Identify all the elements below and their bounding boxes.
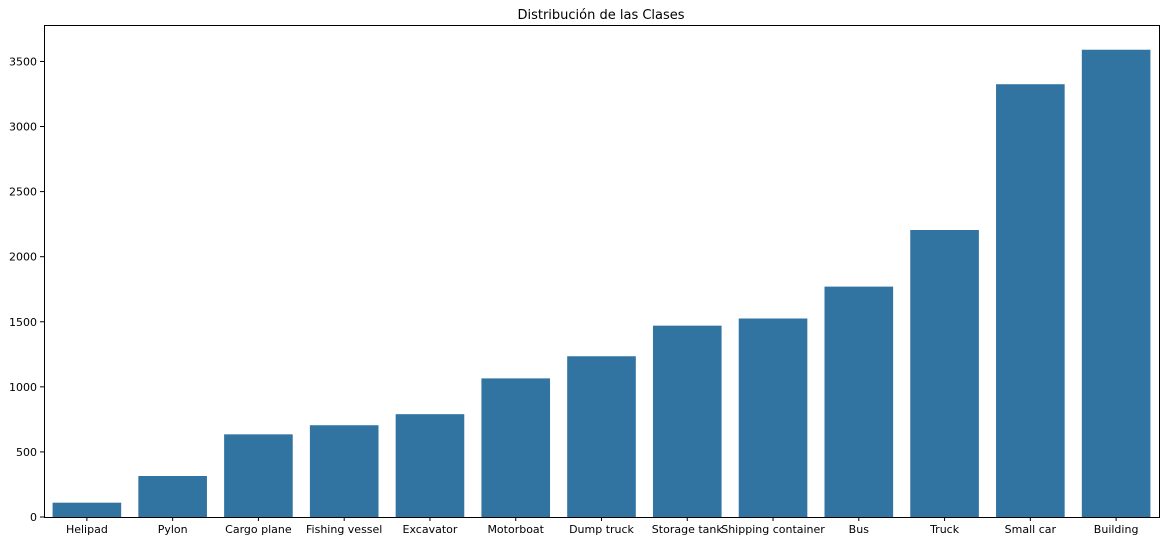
x-tick-label: Storage tank xyxy=(652,523,724,536)
x-tick-label: Fishing vessel xyxy=(306,523,382,536)
x-tick-label: Dump truck xyxy=(569,523,634,536)
bar-storage-tank xyxy=(652,325,722,517)
bar-shipping-container xyxy=(738,318,808,517)
y-tick-label: 2000 xyxy=(9,251,37,264)
y-tick-label: 3000 xyxy=(9,121,37,134)
bar-dump-truck xyxy=(567,356,636,517)
bar-helipad xyxy=(52,502,122,517)
x-tick-label: Truck xyxy=(929,523,960,536)
x-tick-label: Helipad xyxy=(66,523,108,536)
y-tick-label: 1500 xyxy=(9,316,37,329)
y-tick-label: 3500 xyxy=(9,55,37,68)
bar-bus xyxy=(824,286,894,517)
bar-fishing-vessel xyxy=(309,425,379,517)
x-tick-label: Bus xyxy=(849,523,870,536)
x-axis: Helipad Pylon Cargo plane Fishing vessel Exc… xyxy=(66,517,1138,536)
bar-building xyxy=(1081,49,1151,517)
x-tick-label: Small car xyxy=(1005,523,1057,536)
x-tick-label: Building xyxy=(1094,523,1139,536)
bars-layer xyxy=(52,49,1151,517)
bar-excavator xyxy=(395,414,465,517)
x-tick-label: Pylon xyxy=(158,523,188,536)
bar-truck xyxy=(910,230,979,517)
bar-pylon xyxy=(138,476,207,517)
y-tick-label: 1000 xyxy=(9,381,37,394)
x-tick-label: Cargo plane xyxy=(225,523,292,536)
y-axis: 0 500 1000 1500 2000 2500 3000 3500 xyxy=(9,55,44,524)
x-tick-label: Motorboat xyxy=(487,523,544,536)
chart-title: Distribución de las Clases xyxy=(517,8,684,23)
bar-motorboat xyxy=(481,378,551,517)
x-tick-label: Excavator xyxy=(403,523,458,536)
y-tick-label: 2500 xyxy=(9,186,37,199)
y-tick-label: 500 xyxy=(16,446,37,459)
plot-frame xyxy=(44,25,1160,518)
bar-small-car xyxy=(996,84,1065,517)
x-tick-label: Shipping container xyxy=(721,523,825,536)
y-tick-label: 0 xyxy=(30,511,37,524)
bar-cargo-plane xyxy=(224,434,293,517)
